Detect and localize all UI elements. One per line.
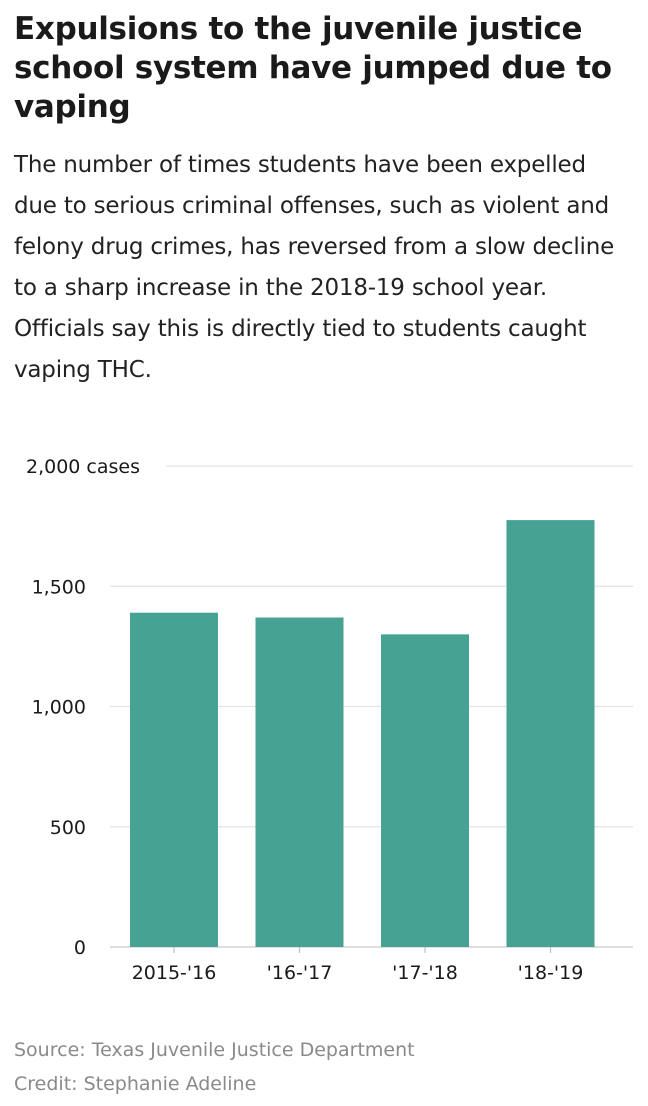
bar (506, 520, 595, 947)
x-tick-label: '17-'18 (392, 962, 458, 984)
bar (255, 617, 344, 947)
bar (130, 612, 218, 947)
y-tick-label: 1,000 (32, 697, 86, 719)
x-tick-label: 2015-'16 (132, 962, 217, 984)
y-axis-ticks: 0 500 1,000 1,500 2,000 cases (26, 456, 140, 959)
bar (381, 634, 469, 947)
y-tick-label: 0 (74, 937, 86, 959)
y-tick-label: 1,500 (32, 576, 86, 598)
x-axis-ticks: 2015-'16 '16-'17 '17-'18 '18-'19 (132, 947, 584, 984)
x-tick-label: '16-'17 (267, 962, 333, 984)
bars (130, 520, 595, 947)
y-tick-label: 2,000 cases (26, 456, 140, 478)
bar-chart: 0 500 1,000 1,500 2,000 cases 2015-'16 '16-'1… (26, 456, 633, 984)
x-tick-label: '18-'19 (518, 962, 584, 984)
y-tick-label: 500 (50, 817, 86, 839)
credit-note: Credit: Stephanie Adeline (14, 1073, 257, 1095)
chart-title: Expulsions to the juvenile justice schoo… (14, 11, 612, 125)
chart-header: Expulsions to the juvenile justice schoo… (14, 0, 634, 391)
source-note: Source: Texas Juvenile Justice Departmen… (14, 1039, 415, 1061)
chart-subtitle: The number of times students have been e… (14, 152, 615, 383)
chart-footer: Source: Texas Juvenile Justice Departmen… (14, 1033, 415, 1101)
